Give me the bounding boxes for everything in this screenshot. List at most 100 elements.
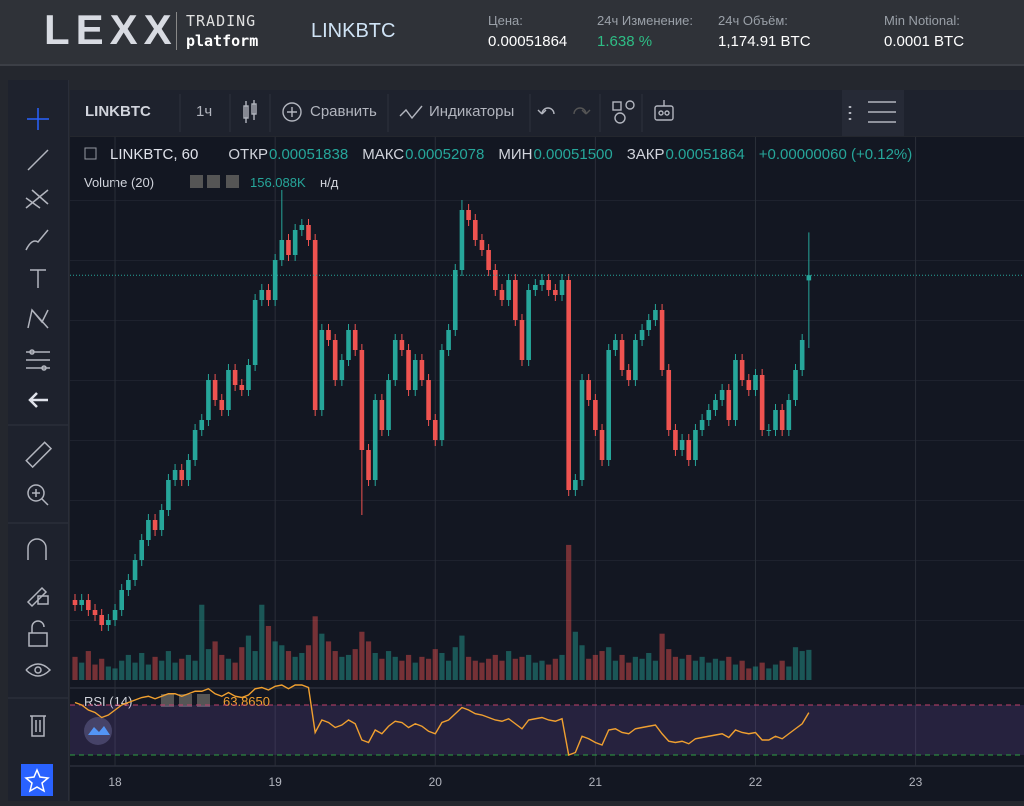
rsi-controls[interactable] [197,694,210,707]
compare-icon[interactable] [282,102,302,122]
undo[interactable] [537,107,555,115]
volume-bar [232,662,238,680]
interval[interactable]: 1ч [196,103,213,120]
volume-bar [686,654,692,680]
candle-body [733,360,738,420]
candle-body [72,600,78,605]
bot[interactable] [654,100,674,121]
rsi-controls[interactable] [161,694,174,707]
volume-bar [225,658,232,680]
volume-bar [712,658,719,680]
volume-bar [806,649,812,680]
brand: TRADING [186,12,257,30]
magnet[interactable] [27,538,47,560]
candle-body [766,430,772,431]
volume-bar [692,660,699,680]
eye[interactable] [25,663,52,677]
candle-body [639,330,645,340]
stat-value: 0.00051864 [488,33,568,50]
crosshair[interactable] [27,108,49,130]
volume-bar [172,662,178,680]
volume-bar [219,654,225,680]
volume-bar [279,645,285,680]
zoom[interactable] [27,484,49,506]
volume-bar [379,658,385,680]
candle-body [479,240,485,250]
candle-body [132,560,138,580]
volume-bar [799,651,805,680]
volume-bar [779,660,785,680]
volume-bar [92,664,98,680]
trash[interactable] [30,715,46,737]
volume-controls[interactable] [190,175,203,188]
compare[interactable]: Сравнить [310,103,377,120]
volume-bar [679,658,685,680]
prediction[interactable] [26,349,50,371]
alerts[interactable] [612,100,635,124]
candle-body [439,350,445,440]
volume-bar [586,658,592,680]
candle-body [719,390,725,400]
lock[interactable] [28,620,48,647]
candle-body [553,290,558,295]
volume-bar [139,652,145,680]
symbol[interactable]: LINKBTC [311,20,396,42]
volume-bar [245,635,252,680]
pattern[interactable] [27,308,49,329]
candle-body [472,220,478,240]
rsi-controls[interactable] [179,694,192,707]
volume-bar [766,668,772,680]
candle-body [452,270,458,330]
candle-body [739,360,745,380]
settings-panel[interactable] [842,90,904,136]
candle-body [299,225,305,230]
volume-bar [365,641,372,680]
volume-bar [579,645,585,680]
candle-body [693,430,698,460]
candle-body [492,270,498,290]
candle-body [506,280,511,300]
text-tool[interactable] [30,269,46,288]
volume-bar [392,656,398,680]
trend-line[interactable] [27,149,49,171]
volume-bar [652,660,659,680]
favorites[interactable] [21,764,53,796]
volume-bar [672,656,679,680]
toolbar-symbol[interactable]: LINKBTC [85,103,151,120]
candle-body [172,470,178,480]
logo[interactable]: LEXX [44,6,178,53]
indicators[interactable]: Индикаторы [429,103,515,120]
volume-bar [85,651,91,680]
fib[interactable] [25,189,49,209]
indicators-icon[interactable] [399,105,423,120]
volume-controls[interactable] [226,175,239,188]
volume-bar [592,654,598,680]
candle-body [332,340,338,380]
candle-body [753,375,758,390]
redo[interactable] [573,107,591,115]
volume-bar [432,649,438,680]
volume-bar [372,652,378,680]
candle-body [446,330,451,350]
legend-symbol[interactable]: LINKBTC, 60 [110,146,199,163]
volume-bar [452,647,458,680]
candle-body [579,380,585,480]
chart-type[interactable] [243,100,257,123]
candle-body [573,480,578,490]
lock-draw[interactable] [26,586,49,608]
candle-body [232,370,238,385]
candle-body [626,370,632,380]
ruler[interactable] [25,441,53,469]
back[interactable] [28,392,48,408]
volume-bar [152,656,158,680]
candle-body [319,330,325,410]
candle-body [312,240,318,410]
candle-body [106,620,111,625]
brush[interactable] [25,229,49,251]
candle-body [399,340,405,350]
collapse-icon[interactable] [84,147,97,160]
candle-body [699,420,705,430]
volume-controls[interactable] [207,175,220,188]
candle-body [99,615,104,625]
